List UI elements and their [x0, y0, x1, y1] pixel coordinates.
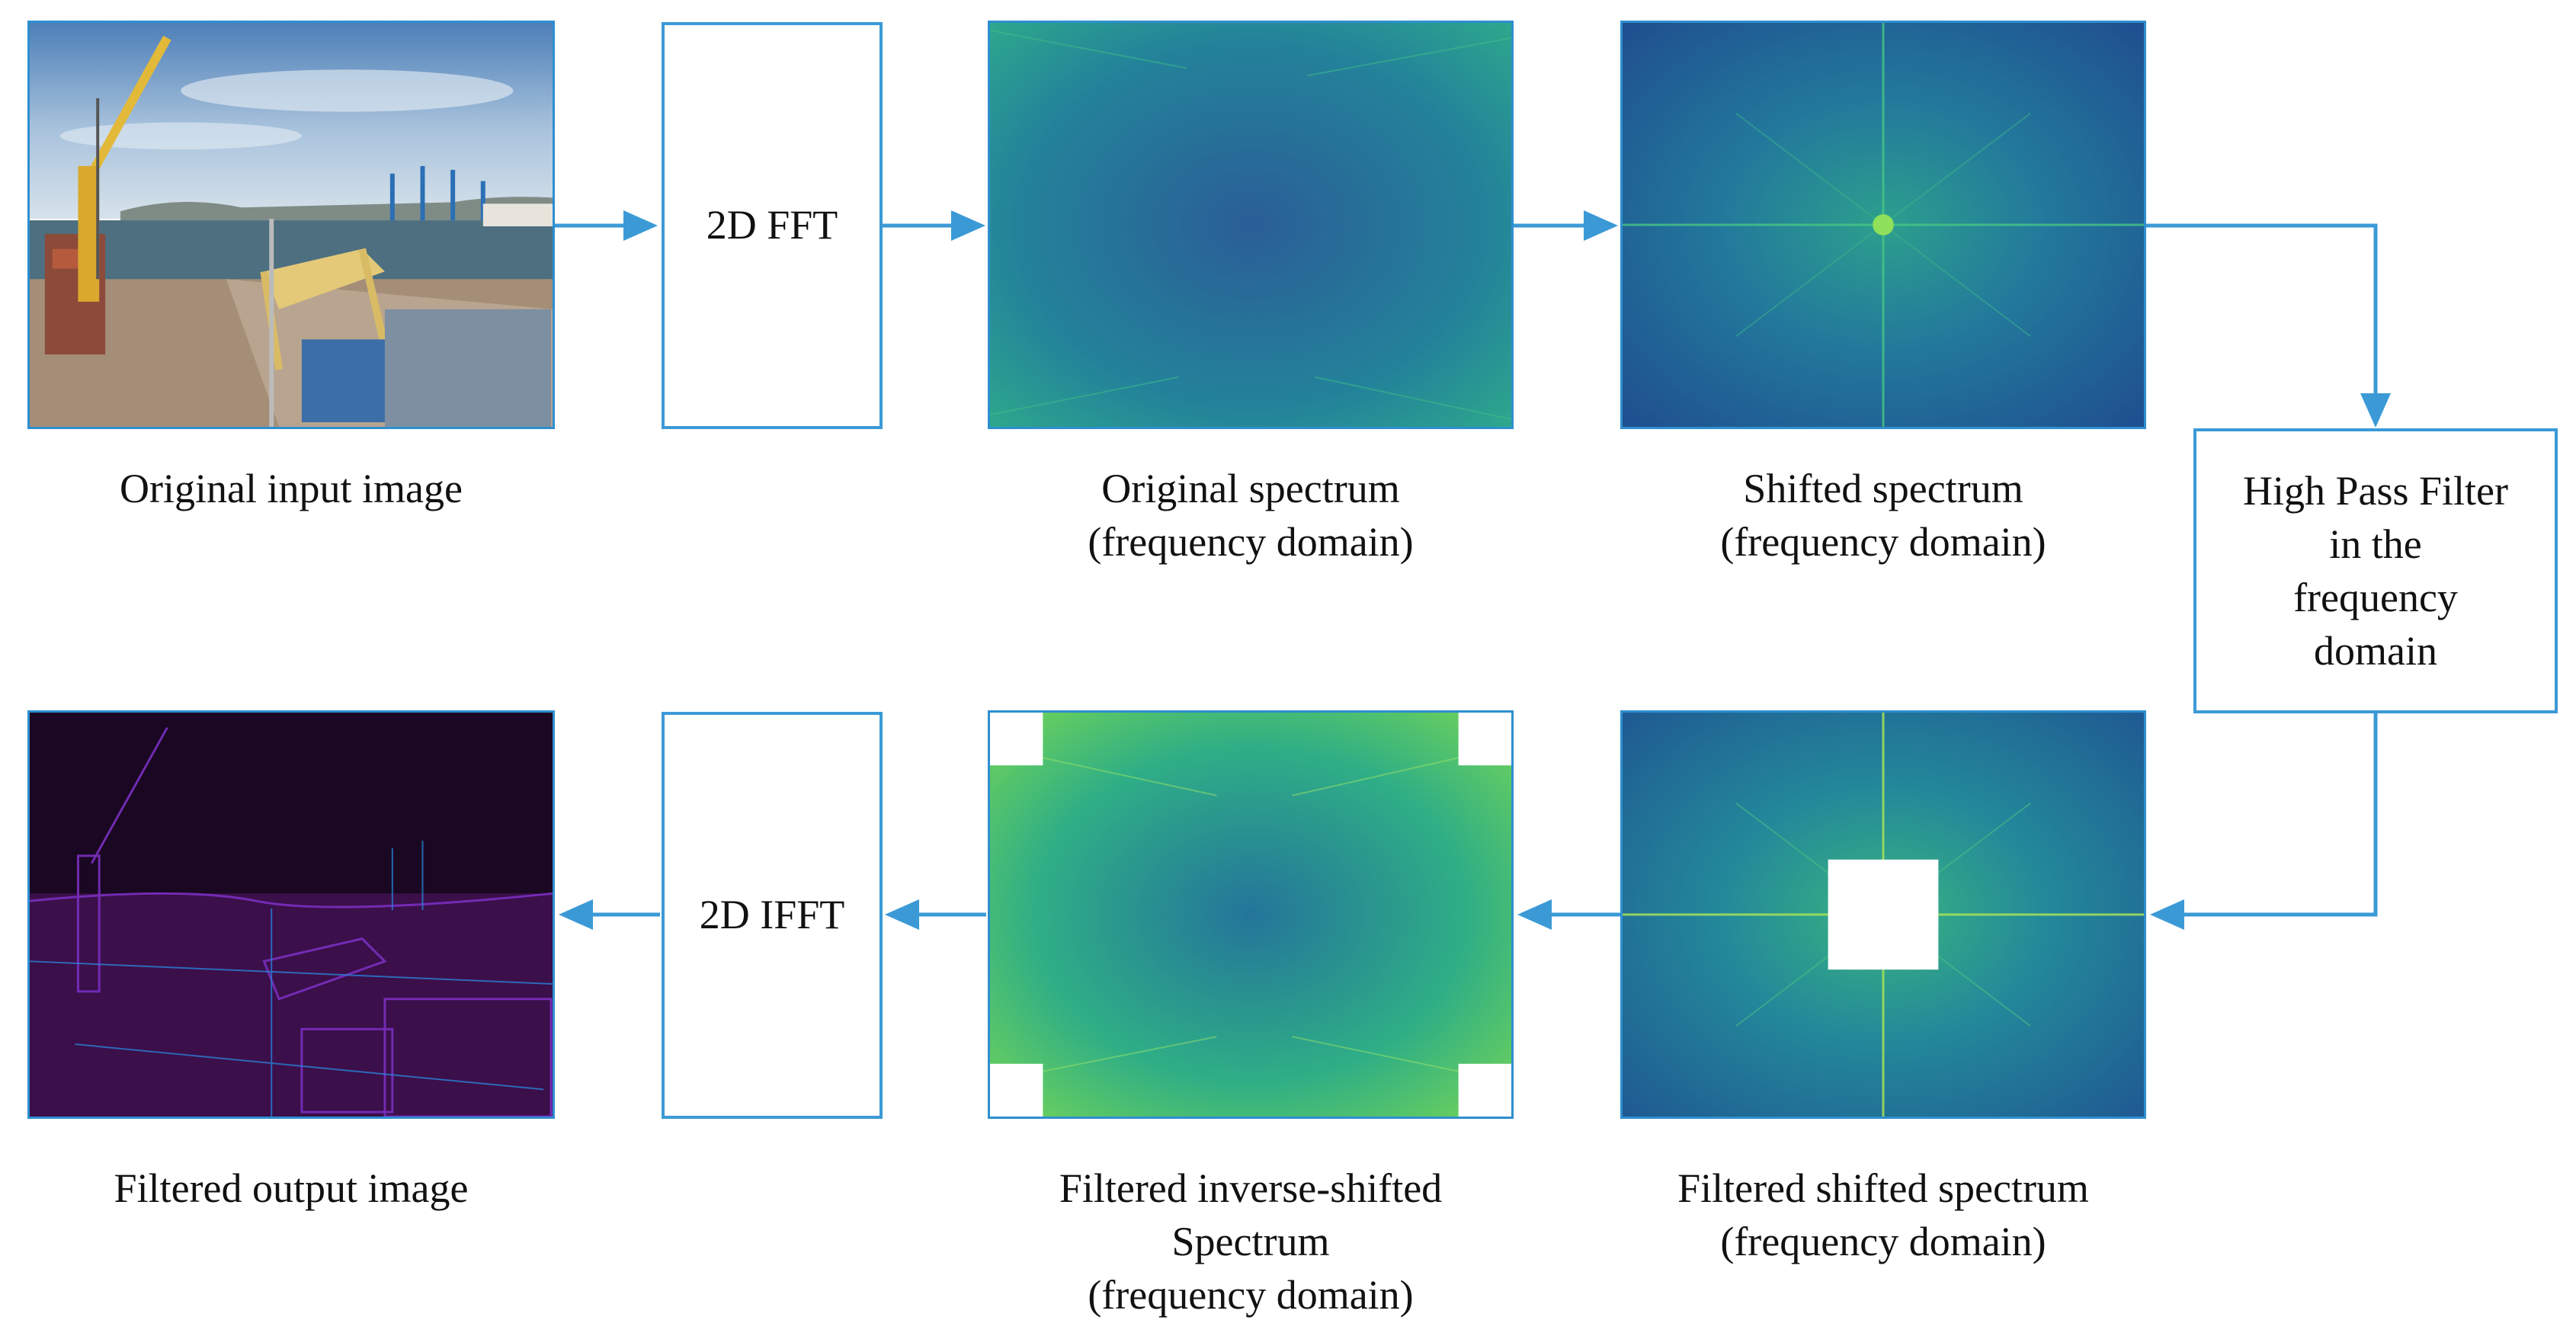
filtered-inverse-shifted-spectrum-image: [988, 710, 1514, 1119]
fft-box: 2D FFT: [662, 22, 883, 429]
arrow-shifted-to-filter: [2146, 223, 2391, 428]
high-pass-filter-box: High Pass Filter in the frequency domain: [2193, 428, 2558, 713]
arrow-filter-to-filtered-shifted: [2150, 713, 2378, 930]
output-image-caption: Filtered output image: [114, 1165, 469, 1211]
input-image-caption: Original input image: [120, 466, 463, 511]
original-spectrum-image: [988, 21, 1514, 429]
original-input-image: [27, 21, 555, 429]
shifted-spectrum-caption: Shifted spectrum (frequency domain): [1720, 466, 2046, 565]
ifft-label: 2D IFFT: [699, 892, 845, 938]
ifft-box: 2D IFFT: [662, 712, 883, 1119]
fft-label: 2D FFT: [706, 202, 838, 248]
inverse-shifted-caption: Filtered inverse-shifted Spectrum (frequ…: [1059, 1165, 1443, 1318]
original-spectrum-caption: Original spectrum (frequency domain): [1088, 466, 1414, 565]
filtered-output-image: [27, 710, 555, 1119]
filtered-shifted-spectrum-image: [1620, 710, 2146, 1119]
shifted-spectrum-image: [1620, 21, 2146, 429]
filtered-shifted-caption: Filtered shifted spectrum (frequency dom…: [1677, 1165, 2089, 1264]
